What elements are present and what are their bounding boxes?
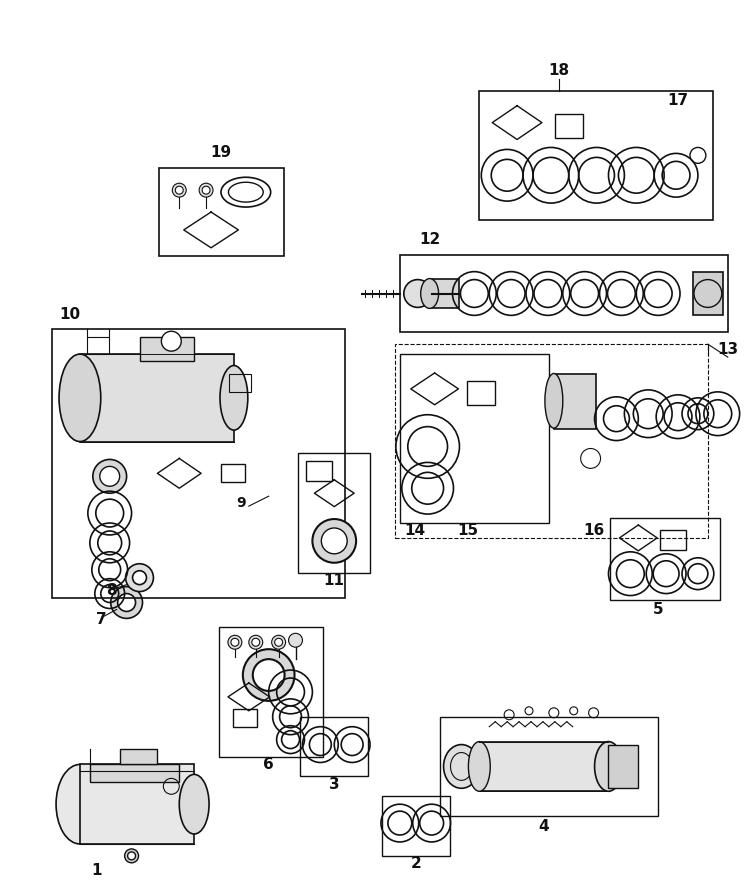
- Bar: [479, 91, 712, 220]
- Bar: [160, 168, 284, 255]
- Circle shape: [231, 638, 239, 647]
- Text: 10: 10: [59, 307, 80, 322]
- Text: 5: 5: [652, 602, 664, 617]
- Circle shape: [176, 186, 183, 194]
- Bar: [554, 374, 596, 429]
- Circle shape: [313, 519, 356, 563]
- Circle shape: [243, 649, 295, 701]
- Bar: [80, 765, 194, 844]
- Ellipse shape: [545, 374, 562, 428]
- Text: 1: 1: [92, 863, 102, 878]
- Ellipse shape: [179, 774, 209, 834]
- Bar: [610, 518, 720, 600]
- Circle shape: [100, 466, 120, 486]
- Text: 14: 14: [404, 523, 425, 538]
- Ellipse shape: [469, 742, 490, 791]
- Text: 8: 8: [106, 583, 117, 598]
- Bar: [693, 271, 723, 315]
- Ellipse shape: [443, 744, 479, 788]
- Text: 16: 16: [583, 523, 604, 538]
- Circle shape: [124, 849, 139, 862]
- Text: 4: 4: [538, 818, 549, 833]
- Bar: [140, 337, 194, 361]
- Ellipse shape: [56, 765, 104, 844]
- Bar: [382, 796, 449, 855]
- Circle shape: [228, 635, 242, 649]
- Bar: [52, 329, 345, 597]
- Ellipse shape: [421, 278, 439, 308]
- Bar: [400, 354, 549, 523]
- Bar: [400, 255, 728, 332]
- Circle shape: [111, 587, 142, 618]
- Ellipse shape: [59, 354, 100, 441]
- Circle shape: [125, 564, 154, 591]
- Circle shape: [289, 633, 302, 648]
- Text: 18: 18: [548, 63, 569, 78]
- Bar: [660, 530, 686, 550]
- Circle shape: [249, 635, 262, 649]
- Bar: [307, 462, 332, 481]
- Ellipse shape: [220, 366, 248, 430]
- Bar: [221, 464, 245, 482]
- Circle shape: [200, 183, 213, 197]
- Circle shape: [202, 186, 210, 194]
- Circle shape: [172, 183, 186, 197]
- Text: 11: 11: [324, 574, 345, 589]
- Text: 3: 3: [329, 777, 340, 792]
- Bar: [479, 742, 608, 791]
- Circle shape: [253, 659, 284, 691]
- Bar: [219, 627, 323, 757]
- Text: 13: 13: [717, 342, 738, 357]
- Circle shape: [274, 638, 283, 647]
- Bar: [80, 354, 234, 441]
- Text: 12: 12: [419, 233, 440, 248]
- Circle shape: [404, 279, 432, 307]
- Bar: [233, 709, 256, 727]
- Circle shape: [128, 852, 136, 860]
- Bar: [555, 114, 583, 137]
- Text: 6: 6: [263, 757, 274, 772]
- Bar: [120, 749, 158, 765]
- Bar: [298, 454, 370, 573]
- Text: 19: 19: [211, 144, 232, 160]
- Text: 15: 15: [457, 523, 478, 538]
- Text: 7: 7: [97, 612, 107, 627]
- Text: 2: 2: [410, 856, 421, 871]
- Bar: [430, 278, 460, 308]
- Circle shape: [93, 459, 127, 493]
- Text: 17: 17: [668, 93, 688, 108]
- Bar: [440, 717, 658, 816]
- Circle shape: [118, 594, 136, 611]
- Circle shape: [161, 331, 182, 352]
- Bar: [87, 337, 109, 354]
- Circle shape: [133, 571, 146, 585]
- Text: 9: 9: [236, 496, 246, 510]
- Circle shape: [252, 638, 260, 647]
- Bar: [229, 374, 251, 392]
- Bar: [608, 744, 638, 788]
- Bar: [467, 381, 495, 404]
- Circle shape: [272, 635, 286, 649]
- Bar: [90, 765, 179, 782]
- Bar: [301, 717, 368, 776]
- Ellipse shape: [595, 742, 622, 791]
- Bar: [394, 344, 708, 538]
- Circle shape: [321, 528, 347, 554]
